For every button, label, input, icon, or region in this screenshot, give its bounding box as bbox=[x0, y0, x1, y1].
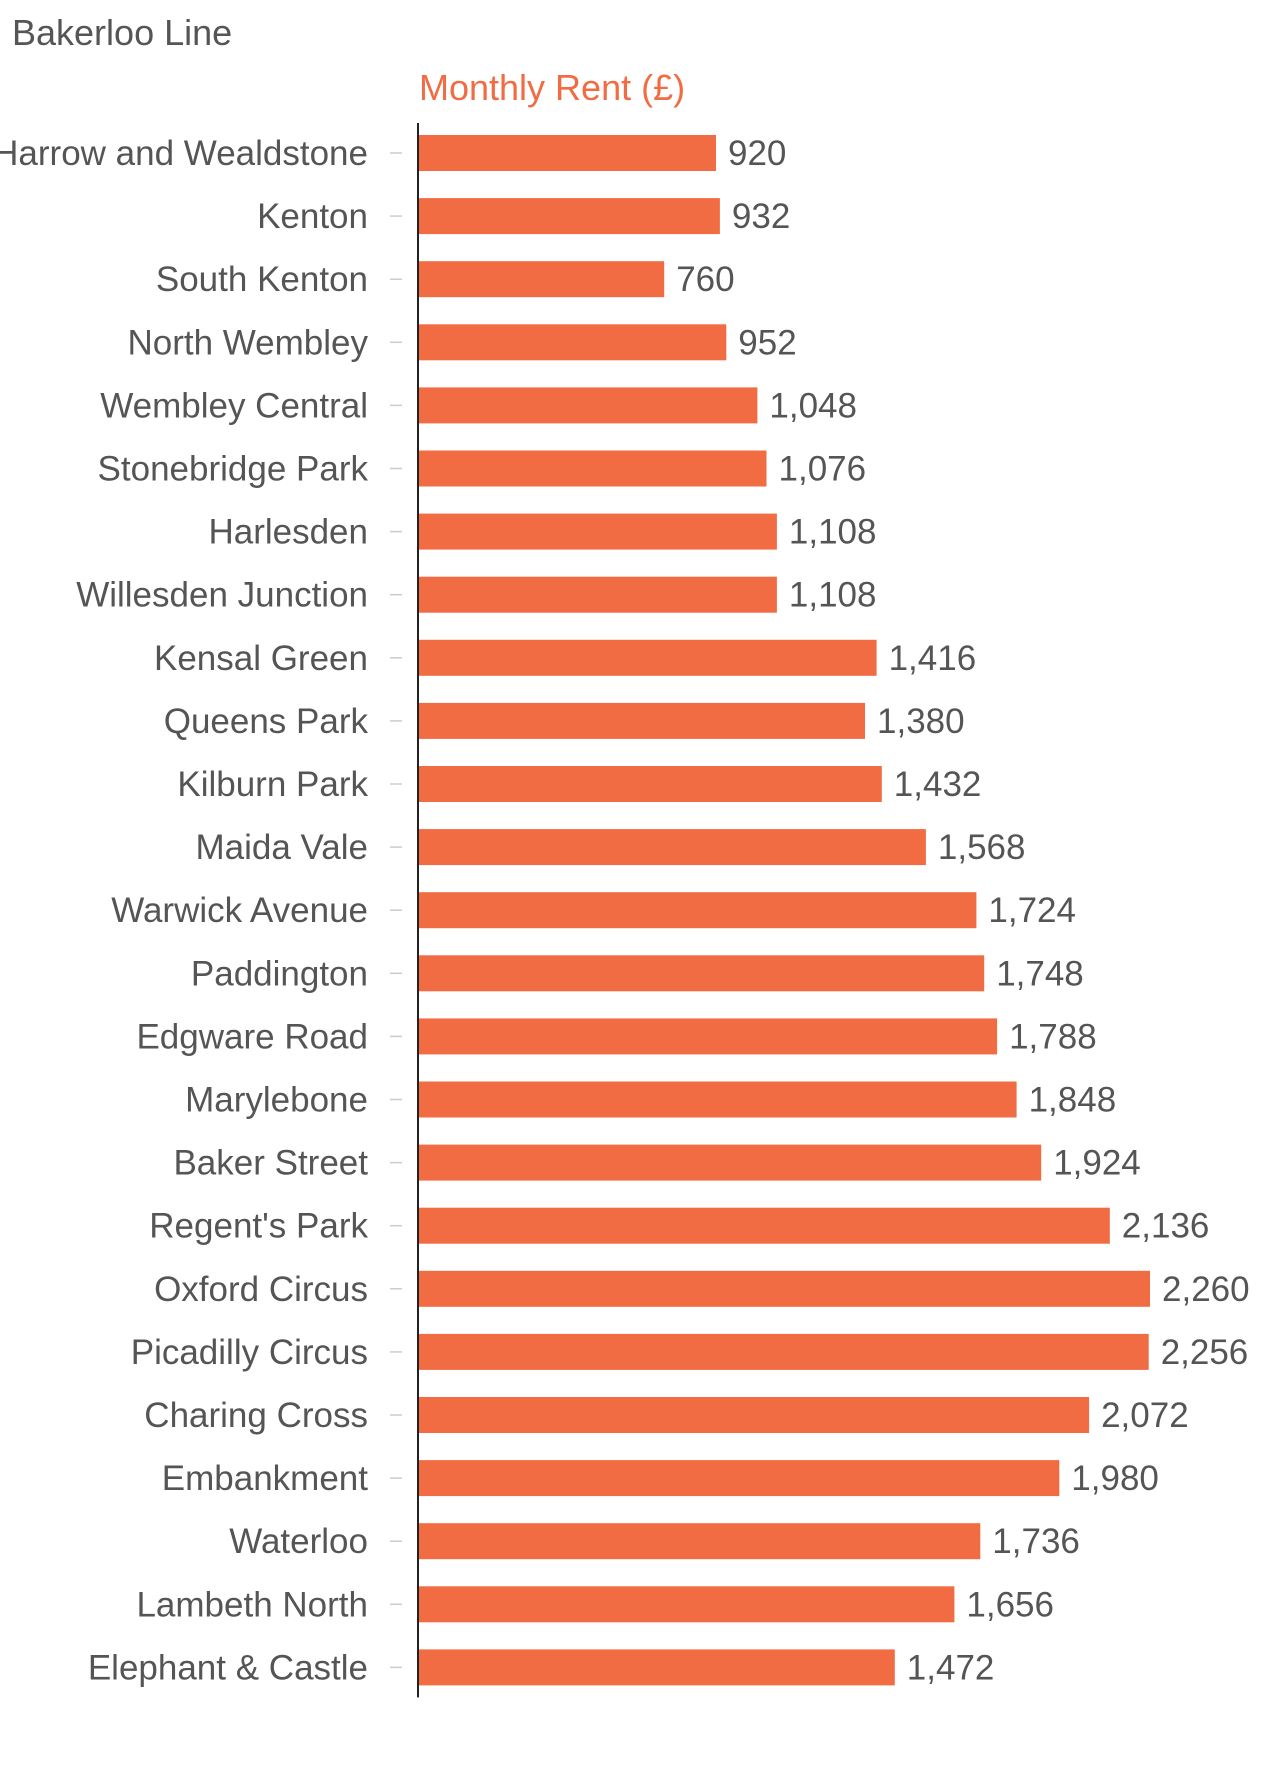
bar bbox=[418, 1081, 1017, 1118]
data-label: 1,656 bbox=[966, 1585, 1054, 1624]
data-label: 1,076 bbox=[779, 450, 867, 489]
bar bbox=[418, 1649, 895, 1686]
bar bbox=[418, 892, 977, 929]
value-axis-label: Monthly Rent (£) bbox=[419, 67, 685, 108]
category-label: Kilburn Park bbox=[177, 765, 368, 804]
category-label: Harrow and Wealdstone bbox=[0, 134, 368, 173]
bar bbox=[418, 261, 665, 298]
data-label: 1,108 bbox=[789, 576, 877, 615]
data-label: 1,472 bbox=[907, 1648, 995, 1687]
bar bbox=[418, 1586, 955, 1623]
category-label: Elephant & Castle bbox=[88, 1648, 368, 1687]
data-label: 1,924 bbox=[1053, 1144, 1141, 1183]
category-label: Regent's Park bbox=[149, 1207, 368, 1246]
bar bbox=[418, 766, 882, 802]
category-label: Kensal Green bbox=[154, 639, 368, 678]
data-label: 1,788 bbox=[1009, 1017, 1097, 1056]
data-label: 1,416 bbox=[889, 639, 977, 678]
bar bbox=[418, 1460, 1060, 1497]
bar bbox=[418, 702, 865, 739]
data-label: 1,748 bbox=[996, 954, 1084, 993]
data-label: 2,260 bbox=[1162, 1270, 1250, 1309]
category-label: Stonebridge Park bbox=[98, 450, 369, 489]
data-label: 952 bbox=[738, 323, 796, 362]
data-label: 1,980 bbox=[1071, 1459, 1159, 1498]
bar bbox=[418, 1207, 1110, 1244]
data-label: 1,568 bbox=[938, 828, 1026, 867]
category-label: Charing Cross bbox=[144, 1396, 368, 1435]
category-label: North Wembley bbox=[127, 323, 368, 362]
bar bbox=[418, 1144, 1042, 1181]
category-label: Edgware Road bbox=[136, 1017, 368, 1056]
category-label: Willesden Junction bbox=[76, 576, 368, 615]
bar bbox=[418, 513, 777, 550]
bar bbox=[418, 829, 926, 866]
data-label: 932 bbox=[732, 197, 790, 236]
category-label: Maida Vale bbox=[195, 828, 368, 867]
bar bbox=[418, 1333, 1149, 1370]
bar bbox=[418, 639, 877, 676]
bar bbox=[418, 955, 985, 992]
bar bbox=[418, 324, 727, 361]
data-label: 1,848 bbox=[1029, 1081, 1117, 1120]
data-label: 760 bbox=[676, 260, 734, 299]
category-label: Waterloo bbox=[229, 1522, 368, 1561]
data-label: 920 bbox=[728, 134, 786, 173]
data-label: 1,724 bbox=[988, 891, 1076, 930]
data-label: 1,108 bbox=[789, 513, 877, 552]
data-label: 2,072 bbox=[1101, 1396, 1189, 1435]
category-label: Embankment bbox=[162, 1459, 368, 1498]
category-label: Harlesden bbox=[208, 513, 368, 552]
data-label: 1,380 bbox=[877, 702, 965, 741]
bar bbox=[418, 1270, 1150, 1307]
bar bbox=[418, 198, 720, 235]
category-label: Warwick Avenue bbox=[111, 891, 368, 930]
data-label: 2,136 bbox=[1122, 1207, 1210, 1246]
category-label: Paddington bbox=[191, 954, 368, 993]
category-label: Marylebone bbox=[185, 1081, 368, 1120]
category-label: Queens Park bbox=[164, 702, 369, 741]
bar bbox=[418, 1018, 998, 1055]
bar bbox=[418, 576, 777, 613]
data-label: 2,256 bbox=[1161, 1333, 1249, 1372]
data-label: 1,048 bbox=[769, 386, 857, 425]
bar bbox=[418, 135, 716, 171]
chart-title: Bakerloo Line bbox=[12, 12, 233, 53]
data-label: 1,736 bbox=[992, 1522, 1080, 1561]
category-label: Baker Street bbox=[173, 1144, 368, 1183]
bar bbox=[418, 1397, 1090, 1433]
category-label: Oxford Circus bbox=[154, 1270, 368, 1309]
category-label: Wembley Central bbox=[100, 386, 368, 425]
data-label: 1,432 bbox=[894, 765, 982, 804]
category-label: Picadilly Circus bbox=[131, 1333, 368, 1372]
bar bbox=[418, 450, 767, 487]
category-label: South Kenton bbox=[156, 260, 368, 299]
bar bbox=[418, 1523, 981, 1560]
bar bbox=[418, 387, 758, 424]
category-label: Lambeth North bbox=[136, 1585, 368, 1624]
category-label: Kenton bbox=[257, 197, 368, 236]
